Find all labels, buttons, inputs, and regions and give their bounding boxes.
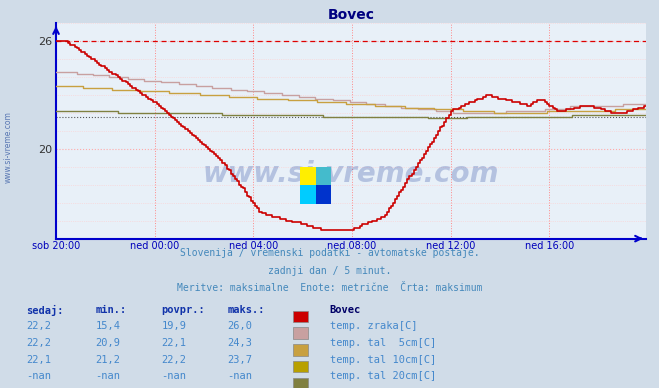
Text: maks.:: maks.: [227,305,265,315]
Text: temp. tal 20cm[C]: temp. tal 20cm[C] [330,371,436,381]
Text: 24,3: 24,3 [227,338,252,348]
Text: 22,2: 22,2 [26,321,51,331]
Text: -nan: -nan [96,371,121,381]
Text: 19,9: 19,9 [161,321,186,331]
Text: Bovec: Bovec [330,305,360,315]
Text: -nan: -nan [161,371,186,381]
Text: Slovenija / vremenski podatki - avtomatske postaje.: Slovenija / vremenski podatki - avtomats… [180,248,479,258]
Text: www.si-vreme.com: www.si-vreme.com [3,111,13,184]
Text: 26,0: 26,0 [227,321,252,331]
Text: temp. tal  5cm[C]: temp. tal 5cm[C] [330,338,436,348]
Text: 22,2: 22,2 [161,355,186,365]
Text: 20,9: 20,9 [96,338,121,348]
Text: 22,2: 22,2 [26,338,51,348]
Text: zadnji dan / 5 minut.: zadnji dan / 5 minut. [268,266,391,276]
Text: 15,4: 15,4 [96,321,121,331]
Text: www.si-vreme.com: www.si-vreme.com [203,160,499,188]
Text: 22,1: 22,1 [26,355,51,365]
Title: Bovec: Bovec [328,8,374,22]
Text: temp. tal 10cm[C]: temp. tal 10cm[C] [330,355,436,365]
Text: 21,2: 21,2 [96,355,121,365]
Text: sedaj:: sedaj: [26,305,64,315]
Text: 23,7: 23,7 [227,355,252,365]
Text: -nan: -nan [227,371,252,381]
Text: temp. zraka[C]: temp. zraka[C] [330,321,417,331]
Text: -nan: -nan [26,371,51,381]
Text: povpr.:: povpr.: [161,305,205,315]
Text: 22,1: 22,1 [161,338,186,348]
Text: min.:: min.: [96,305,127,315]
Text: Meritve: maksimalne  Enote: metrične  Črta: maksimum: Meritve: maksimalne Enote: metrične Črta… [177,283,482,293]
